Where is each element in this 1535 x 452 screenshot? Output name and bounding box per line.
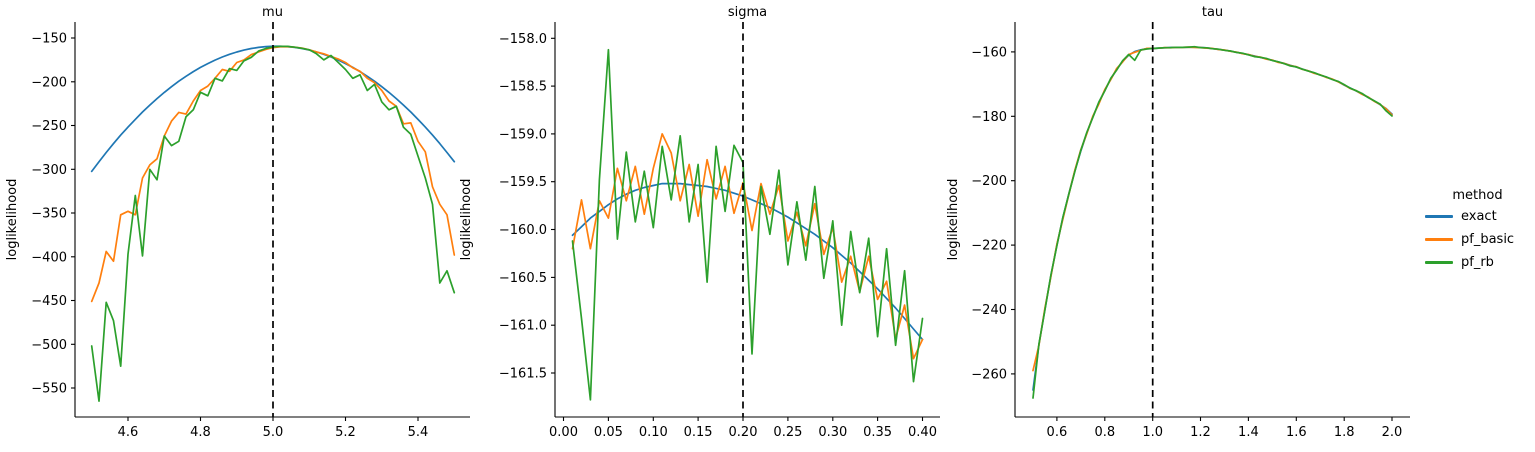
y-tick-label: −159.0	[499, 127, 547, 142]
y-tick-label: −220	[971, 239, 1007, 254]
x-tick-label: 1.8	[1334, 425, 1355, 440]
y-tick-label: −550	[31, 382, 67, 397]
subplot-sigma: 0.00 0.05 0.10 0.15 0.20 0.25 0.30 0.35 0.40 −158…	[459, 5, 940, 440]
x-tick-label: 5.0	[263, 425, 284, 440]
y-tick-label: −350	[31, 207, 67, 222]
x-tick-label: 2.0	[1382, 425, 1403, 440]
subplot-tau: 0.6 0.8 1.0 1.2 1.4 1.6 1.8 2.0 −160 −180 −200 −220…	[946, 5, 1410, 440]
y-tick-label: −260	[971, 367, 1007, 382]
series-pf_rb	[571, 48, 924, 401]
y-tick-label: −159.5	[499, 175, 547, 190]
x-tick-label: 0.10	[639, 425, 668, 440]
x-tick-label: 4.6	[118, 425, 139, 440]
x-tick-label: 0.8	[1094, 425, 1115, 440]
x-tick-label: 1.6	[1286, 425, 1307, 440]
series-exact	[1032, 46, 1393, 391]
series-pf_rb	[1032, 45, 1393, 399]
subplot-mu: 4.6 4.8 5.0 5.2 5.4 −150 −200 −250 −300 −350 −400 −…	[5, 5, 470, 440]
y-tick-label: −400	[31, 250, 67, 265]
legend: method exact pf_basic pf_rb	[1420, 186, 1535, 274]
y-tick-label: −250	[31, 119, 67, 134]
legend-label-pf_basic: pf_basic	[1461, 232, 1515, 247]
y-tick-label: −180	[971, 110, 1007, 125]
legend-label-pf_rb: pf_rb	[1461, 255, 1494, 270]
y-axis-label: loglikelihood	[459, 179, 474, 261]
y-tick-label: −160.0	[499, 223, 547, 238]
y-tick-label: −300	[31, 163, 67, 178]
x-tick-label: 1.2	[1190, 425, 1211, 440]
y-axis-label: loglikelihood	[946, 179, 961, 261]
y-tick-label: −200	[31, 75, 67, 90]
subplot-title-mu: mu	[262, 5, 283, 20]
x-tick-label: 5.2	[335, 425, 356, 440]
x-tick-label: 1.4	[1238, 425, 1259, 440]
legend-line-swatch-pf_basic	[1425, 238, 1453, 241]
series-pf_basic	[1032, 46, 1393, 372]
y-axis-label: loglikelihood	[5, 179, 20, 261]
y-tick-label: −160.5	[499, 271, 547, 286]
y-tick-label: −161.5	[499, 367, 547, 382]
x-tick-label: 1.0	[1142, 425, 1163, 440]
x-tick-label: 4.8	[190, 425, 211, 440]
legend-entries: exact pf_basic pf_rb	[1420, 205, 1535, 274]
y-tick-label: −160	[971, 45, 1007, 60]
y-tick-label: −150	[31, 32, 67, 47]
legend-label-exact: exact	[1461, 209, 1497, 224]
x-tick-label: 0.6	[1047, 425, 1068, 440]
legend-entry-pf_basic: pf_basic	[1420, 228, 1535, 251]
x-tick-label: 5.4	[408, 425, 429, 440]
legend-line-swatch-exact	[1425, 215, 1453, 218]
legend-title: method	[1452, 188, 1503, 203]
x-tick-label: 0.25	[773, 425, 802, 440]
x-tick-label: 0.20	[729, 425, 758, 440]
x-tick-label: 0.00	[549, 425, 578, 440]
legend-entry-exact: exact	[1420, 205, 1535, 228]
y-tick-label: −200	[971, 174, 1007, 189]
x-tick-label: 0.05	[594, 425, 623, 440]
y-tick-label: −240	[971, 303, 1007, 318]
x-tick-label: 0.30	[818, 425, 847, 440]
legend-line-swatch-pf_rb	[1425, 261, 1453, 264]
y-tick-label: −158.5	[499, 80, 547, 95]
subplot-title-tau: tau	[1202, 5, 1223, 20]
y-tick-label: −500	[31, 338, 67, 353]
y-tick-label: −161.0	[499, 319, 547, 334]
x-tick-label: 0.15	[684, 425, 713, 440]
y-tick-label: −158.0	[499, 32, 547, 47]
subplot-title-sigma: sigma	[728, 5, 767, 20]
x-tick-label: 0.40	[908, 425, 937, 440]
y-tick-label: −450	[31, 294, 67, 309]
legend-entry-pf_rb: pf_rb	[1420, 251, 1535, 274]
x-tick-label: 0.35	[863, 425, 892, 440]
